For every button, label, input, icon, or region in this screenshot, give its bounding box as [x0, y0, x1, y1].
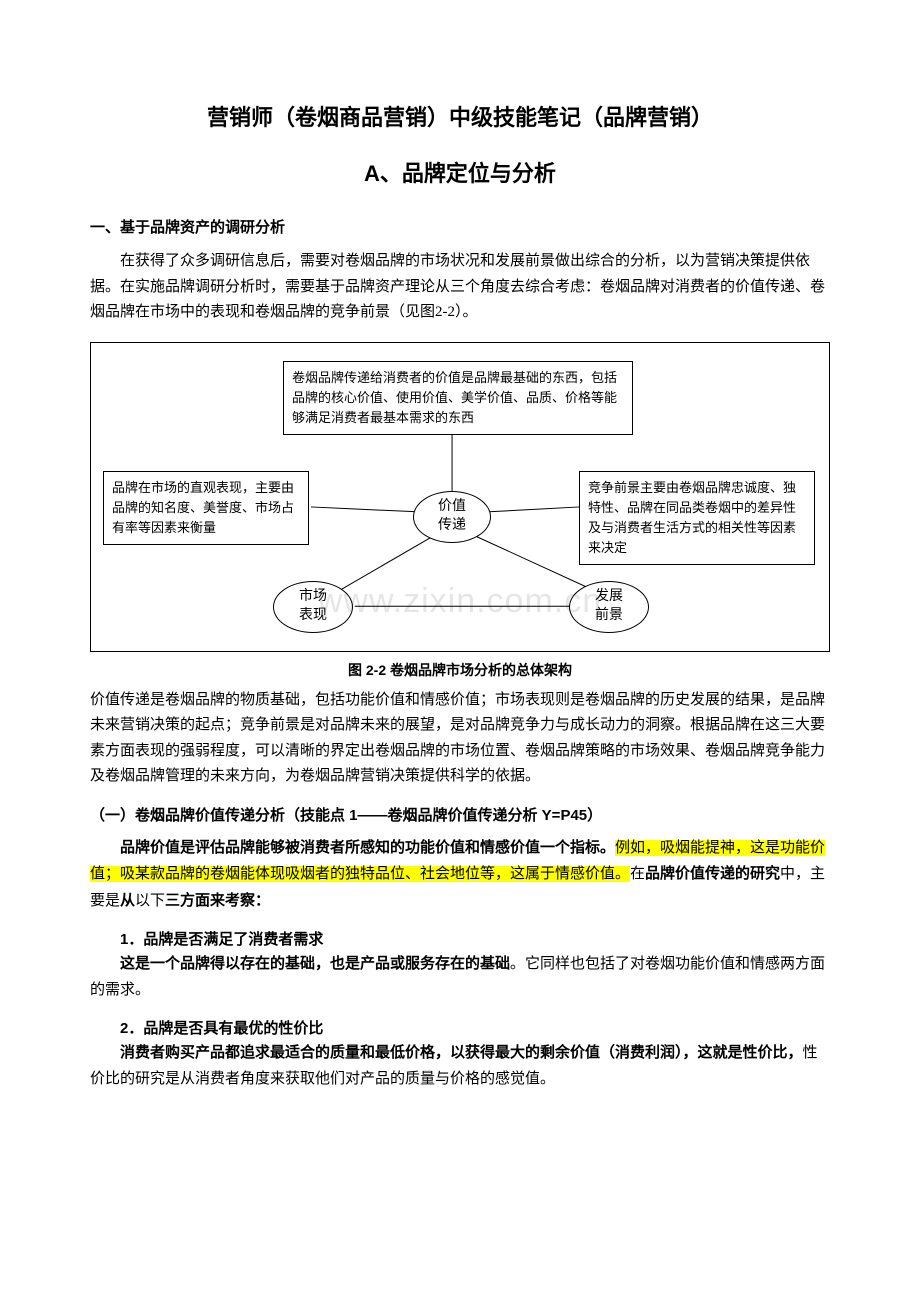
page-subtitle: A、品牌定位与分析	[90, 156, 830, 188]
subsection-heading-1: （一）卷烟品牌价值传递分析（技能点 1——卷烟品牌价值传递分析 Y=P45）	[90, 804, 830, 825]
diagram-wrap: 卷烟品牌传递给消费者的价值是品牌最基础的东西，包括品牌的核心价值、使用价值、美学…	[90, 342, 830, 680]
subsection1-paragraph-1: 品牌价值是评估品牌能够被消费者所感知的功能价值和情感价值一个指标。例如，吸烟能提…	[90, 835, 830, 915]
section-heading-1: 一、基于品牌资产的调研分析	[90, 216, 830, 237]
numbered-body-2: 消费者购买产品都追求最适合的质量和最低价格，以获得最大的剩余价值（消费利润），这…	[90, 1040, 830, 1092]
diagram-ellipse-center: 价值 传递	[413, 491, 491, 543]
num1-body-bold: 这是一个品牌得以存在的基础，也是产品或服务存在的基础	[120, 955, 510, 972]
watermark-text: www.zixin.com.cn	[318, 582, 602, 621]
section1-paragraph-1: 在获得了众多调研信息后，需要对卷烟品牌的市场状况和发展前景做出综合的分析，以为营…	[90, 249, 830, 326]
diagram-figure-2-2: 卷烟品牌传递给消费者的价值是品牌最基础的东西，包括品牌的核心价值、使用价值、美学…	[90, 342, 830, 652]
subsection1-p1-lead: 品牌价值是评估品牌能够被消费者所感知的功能价值和情感价值一个指标。	[120, 839, 615, 856]
numbered-heading-2: 2．品牌是否具有最优的性价比	[90, 1017, 830, 1038]
diagram-box-left: 品牌在市场的直观表现，主要由品牌的知名度、美誉度、市场占有率等因素来衡量	[103, 471, 309, 545]
subsection1-p1-tail6: 三方面来考察：	[165, 892, 270, 909]
diagram-box-top: 卷烟品牌传递给消费者的价值是品牌最基础的东西，包括品牌的核心价值、使用价值、美学…	[283, 361, 633, 435]
diagram-box-right: 竞争前景主要由卷烟品牌忠诚度、独特性、品牌在同品类卷烟中的差异性及与消费者生活方…	[579, 471, 815, 566]
numbered-body-1: 这是一个品牌得以存在的基础，也是产品或服务存在的基础。它同样也包括了对卷烟功能价…	[90, 951, 830, 1003]
figure-caption: 图 2-2 卷烟品牌市场分析的总体架构	[90, 660, 830, 680]
diagram-ellipse-right: 发展 前景	[569, 581, 649, 633]
subsection1-p1-tail4: 从	[120, 892, 135, 909]
subsection1-p1-tail2: 品牌价值传递的研究	[645, 865, 780, 882]
diagram-ellipse-left: 市场 表现	[273, 581, 353, 633]
subsection1-p1-tail1: 在	[630, 866, 645, 882]
subsection1-p1-tail5: 以下	[135, 893, 165, 909]
page-title: 营销师（卷烟商品营销）中级技能笔记（品牌营销）	[90, 100, 830, 132]
num2-body-bold: 消费者购买产品都追求最适合的质量和最低价格，以获得最大的剩余价值（消费利润），这…	[120, 1044, 803, 1061]
numbered-heading-1: 1．品牌是否满足了消费者需求	[90, 928, 830, 949]
section1-paragraph-2: 价值传递是卷烟品牌的物质基础，包括功能价值和情感价值；市场表现则是卷烟品牌的历史…	[90, 688, 830, 790]
